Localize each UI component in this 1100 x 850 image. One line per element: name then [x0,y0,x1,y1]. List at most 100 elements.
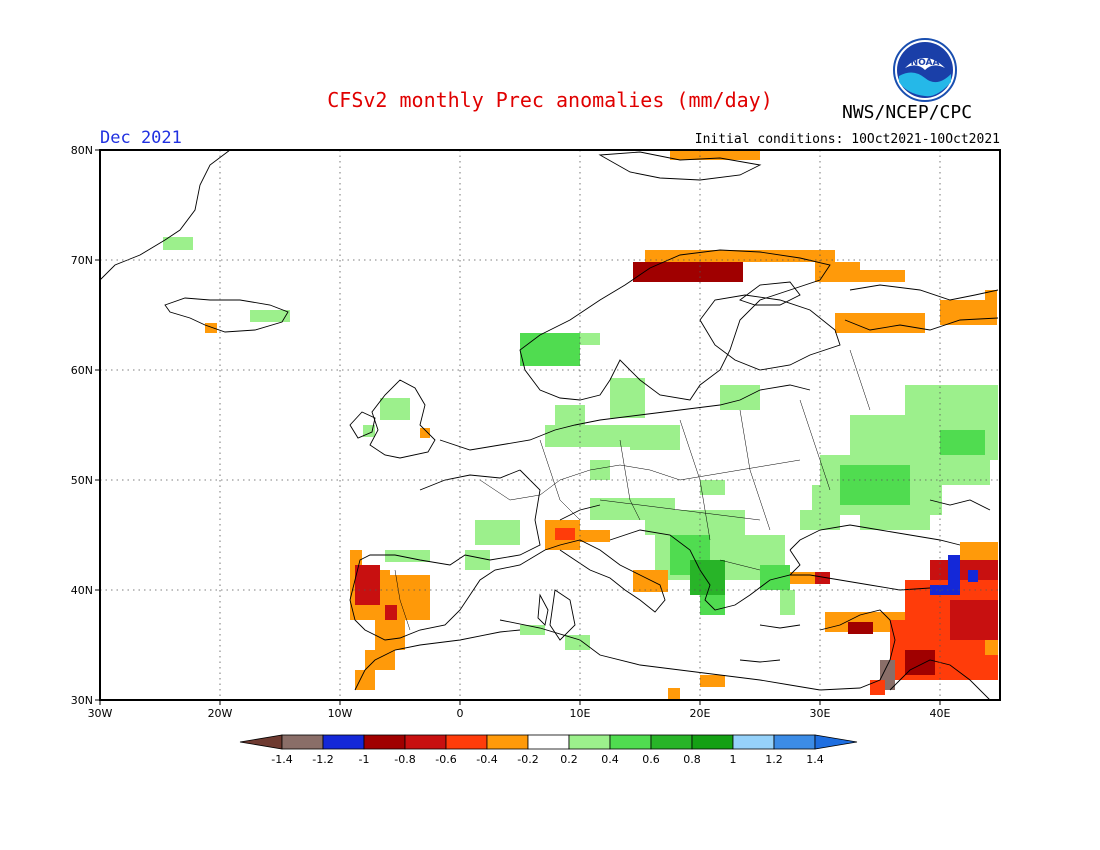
colorbar-segment [773,734,816,750]
anomaly-cell [363,425,375,437]
lon-label-20w: 20W [208,707,233,720]
forecast-month: Dec 2021 [100,128,182,148]
anomaly-cell [670,150,760,160]
anomaly-cell [948,555,960,585]
anomaly-cell [905,385,998,420]
anomaly-cell [380,398,410,420]
anomaly-cell [760,565,790,590]
anomaly-cell [700,675,725,687]
anomaly-cell [205,323,217,333]
colorbar-tick-label: 1.4 [806,753,824,766]
colorbar: -1.4 -1.2 -1 -0.8 -0.6 -0.4 -0.2 0.2 0.4 0.6 0.8 1 1… [239,734,858,766]
lat-label-30n: 30N [71,694,93,707]
colorbar-segment [486,734,529,750]
anomaly-cell [580,530,610,542]
colorbar-segment [363,734,406,750]
anomaly-cell [555,405,585,425]
lon-label-10w: 10W [328,707,353,720]
colorbar-segment [404,734,447,750]
anomaly-cell [960,542,998,560]
graticule [100,150,1000,700]
lon-label-30w: 30W [88,707,113,720]
lon-label-40e: 40E [930,707,951,720]
colorbar-tick-label: 1 [730,753,737,766]
colorbar-segment [609,734,652,750]
anomaly-cell [780,590,795,615]
anomaly-cell [690,560,725,595]
anomaly-cell [700,595,725,615]
anomaly-cell [565,635,590,650]
lat-label-60n: 60N [71,364,93,377]
noaa-logo-icon: NOAA [893,38,957,102]
lon-label-0: 0 [457,707,464,720]
anomaly-cell [730,550,760,565]
anomaly-cell [860,270,905,282]
colorbar-segment [322,734,365,750]
lat-label-50n: 50N [71,474,93,487]
anomaly-cell [590,460,610,480]
anomaly-cell [163,237,193,250]
coastlines [99,149,999,701]
anomaly-cell [835,313,925,333]
lat-label-40n: 40N [71,584,93,597]
anomaly-cell [465,550,490,570]
colorbar-tick-label: 0.2 [560,753,578,766]
anomaly-cell [985,640,998,655]
anomaly-cell [355,565,380,605]
anomaly-cell [860,515,930,530]
anomaly-cell [385,550,430,562]
colorbar-tick-label: -0.6 [435,753,456,766]
lon-label-20e: 20E [690,707,711,720]
colorbar-high-arrow [814,734,858,750]
anomaly-cell [968,570,978,582]
anomaly-cell [520,625,545,635]
anomaly-cell [633,570,668,592]
anomaly-cell [545,425,640,447]
anomaly-cell [610,378,645,418]
anomaly-cell [250,310,290,322]
colorbar-tick-label: 0.6 [642,753,660,766]
anomaly-cell [870,680,885,695]
anomaly-cell [580,333,600,345]
colorbar-tick-label: -1 [359,753,370,766]
anomaly-layer [163,150,998,700]
anomaly-cell [905,650,935,675]
lat-label-80n: 80N [71,144,93,157]
anomaly-cell [700,480,725,495]
colorbar-segment [732,734,775,750]
colorbar-tick-label: -1.4 [271,753,292,766]
colorbar-segment [650,734,693,750]
anomaly-cell [355,670,375,690]
colorbar-tick-label: -0.8 [394,753,415,766]
lon-label-10e: 10E [570,707,591,720]
map-frame [99,149,1001,701]
colorbar-segment [691,734,734,750]
anomaly-cell [720,385,760,410]
anomaly-cell [633,262,743,282]
colorbar-segment [445,734,488,750]
anomaly-cell [950,600,998,640]
colorbar-tick-label: -0.2 [517,753,538,766]
colorbar-segment [568,734,611,750]
colorbar-tick-label: 0.8 [683,753,701,766]
lon-label-30e: 30E [810,707,831,720]
colorbar-segment [281,734,324,750]
colorbar-segment [527,734,570,750]
anomaly-cell [475,520,520,545]
anomaly-cell [375,620,405,650]
anomaly-cell [520,333,580,366]
anomaly-cell [940,300,997,325]
agency-label: NWS/NCEP/CPC [842,102,973,123]
colorbar-tick-label: -0.4 [476,753,497,766]
anomaly-cell [815,262,860,282]
anomaly-cell [840,465,910,505]
anomaly-cell [630,425,680,450]
anomaly-cell [555,528,575,540]
anomaly-cell [930,585,960,595]
colorbar-tick-label: 1.2 [765,753,783,766]
colorbar-tick-label: 0.4 [601,753,619,766]
colorbar-tick-label: -1.2 [312,753,333,766]
lat-label-70n: 70N [71,254,93,267]
colorbar-low-arrow [239,734,283,750]
